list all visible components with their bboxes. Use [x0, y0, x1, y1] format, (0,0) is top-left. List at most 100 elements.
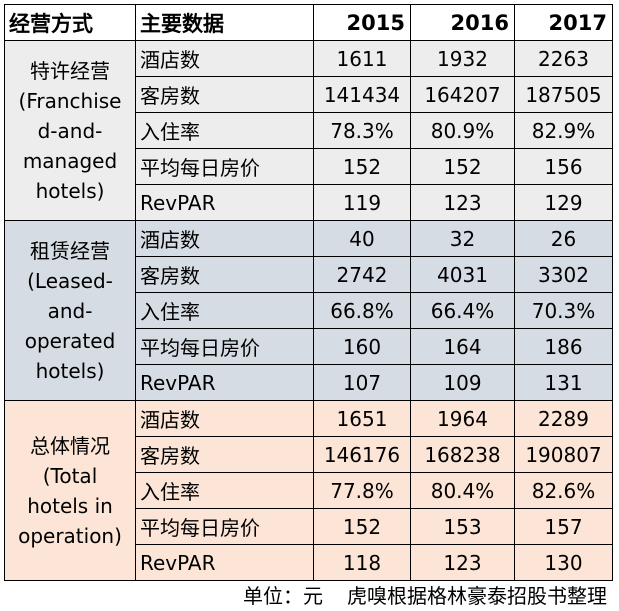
header-year-2017: 2017 [514, 4, 613, 41]
value-cell: 190807 [514, 436, 613, 473]
group-name-line: and- [47, 298, 93, 323]
value-cell: 164207 [410, 76, 515, 113]
value-cell: 78.3% [313, 112, 411, 149]
value-cell: 152 [313, 148, 411, 185]
value-cell: 70.3% [514, 292, 613, 329]
group-name-line: 租赁经营 [30, 238, 110, 263]
table-row: RevPAR 118 123 130 [5, 544, 613, 581]
group-name-line: hotels) [35, 178, 105, 203]
metric-label: RevPAR [135, 184, 314, 221]
metric-label: RevPAR [135, 544, 314, 581]
metric-label: 客房数 [135, 256, 314, 293]
metric-label: 入住率 [135, 292, 314, 329]
value-cell: 3302 [514, 256, 613, 293]
value-cell: 2742 [313, 256, 411, 293]
footnote: 单位：元 虎嗅根据格林豪泰招股书整理 [243, 580, 607, 609]
table-body: 特许经营 (Franchise d-and-managed hotels) 酒店数 161… [4, 40, 613, 581]
table-row: RevPAR 107 109 131 [5, 364, 613, 401]
value-cell: 1932 [410, 40, 515, 77]
value-cell: 168238 [410, 436, 515, 473]
table-row: 客房数 2742 4031 3302 [5, 256, 613, 293]
header-year-2015: 2015 [313, 4, 411, 41]
group-name-cell: 特许经营 (Franchise d-and-managed hotels) [4, 40, 136, 221]
value-cell: 146176 [313, 436, 411, 473]
header-main-data: 主要数据 [135, 4, 314, 41]
group-name-line: operated [24, 328, 116, 353]
metric-label: 平均每日房价 [135, 508, 314, 545]
metric-label: 酒店数 [135, 220, 314, 257]
metric-label: RevPAR [135, 364, 314, 401]
value-cell: 164 [410, 328, 515, 365]
group-name-line: managed [22, 148, 118, 173]
table-row: 平均每日房价 152 153 157 [5, 508, 613, 545]
value-cell: 1611 [313, 40, 411, 77]
value-cell: 77.8% [313, 472, 411, 509]
group-name-cell: 总体情况 (Total hotels in operation) [4, 400, 136, 581]
value-cell: 82.9% [514, 112, 613, 149]
value-cell: 152 [313, 508, 411, 545]
value-cell: 160 [313, 328, 411, 365]
value-cell: 32 [410, 220, 515, 257]
metric-label: 入住率 [135, 472, 314, 509]
metric-label: 客房数 [135, 436, 314, 473]
value-cell: 2289 [514, 400, 613, 437]
value-cell: 80.4% [410, 472, 515, 509]
group-name-line: 总体情况 [30, 433, 110, 458]
value-cell: 4031 [410, 256, 515, 293]
value-cell: 40 [313, 220, 411, 257]
value-cell: 1651 [313, 400, 411, 437]
table-row: 入住率 77.8% 80.4% 82.6% [5, 472, 613, 509]
header-operation-mode: 经营方式 [4, 4, 136, 41]
value-cell: 156 [514, 148, 613, 185]
value-cell: 141434 [313, 76, 411, 113]
value-cell: 157 [514, 508, 613, 545]
value-cell: 186 [514, 328, 613, 365]
header-row: 经营方式 主要数据 2015 2016 2017 [4, 4, 613, 41]
group-name-line: d-and- [37, 118, 103, 143]
value-cell: 1964 [410, 400, 515, 437]
value-cell: 119 [313, 184, 411, 221]
table-row: 入住率 66.8% 66.4% 70.3% [5, 292, 613, 329]
unit-note: 单位：元 [243, 584, 323, 608]
value-cell: 66.8% [313, 292, 411, 329]
value-cell: 109 [410, 364, 515, 401]
value-cell: 187505 [514, 76, 613, 113]
table-row: 总体情况 (Total hotels in operation) 酒店数 1651 1964… [4, 400, 613, 581]
group-name-line: (Total [42, 463, 98, 488]
group-name-line: (Franchise [18, 88, 122, 113]
source-note: 虎嗅根据格林豪泰招股书整理 [347, 584, 607, 608]
metric-label: 入住率 [135, 112, 314, 149]
table-row: 租赁经营 (Leased-and-operated hotels) 酒店数 40 32 26 [4, 220, 613, 401]
value-cell: 26 [514, 220, 613, 257]
value-cell: 123 [410, 184, 515, 221]
table-row: 入住率 78.3% 80.9% 82.9% [5, 112, 613, 149]
header-year-2016: 2016 [410, 4, 515, 41]
value-cell: 123 [410, 544, 515, 581]
group-name-line: hotels) [35, 358, 105, 383]
value-cell: 2263 [514, 40, 613, 77]
value-cell: 152 [410, 148, 515, 185]
table-row: 平均每日房价 160 164 186 [5, 328, 613, 365]
group-name-line: hotels in [27, 493, 113, 518]
metric-label: 平均每日房价 [135, 148, 314, 185]
metric-label: 客房数 [135, 76, 314, 113]
table-row: 平均每日房价 152 152 156 [5, 148, 613, 185]
group-name-line: operation) [18, 523, 122, 548]
group-name-line: (Leased- [27, 268, 113, 293]
value-cell: 80.9% [410, 112, 515, 149]
value-cell: 118 [313, 544, 411, 581]
table-row: 特许经营 (Franchise d-and-managed hotels) 酒店数 161… [4, 40, 613, 221]
table-row: 客房数 141434 164207 187505 [5, 76, 613, 113]
value-cell: 153 [410, 508, 515, 545]
value-cell: 66.4% [410, 292, 515, 329]
group-name-line: 特许经营 [30, 58, 110, 83]
hotel-operations-table: 经营方式 主要数据 2015 2016 2017 特许经营 (Franchise d… [4, 4, 613, 581]
metric-label: 酒店数 [135, 400, 314, 437]
value-cell: 107 [313, 364, 411, 401]
value-cell: 82.6% [514, 472, 613, 509]
value-cell: 129 [514, 184, 613, 221]
metric-label: 平均每日房价 [135, 328, 314, 365]
metric-label: 酒店数 [135, 40, 314, 77]
value-cell: 130 [514, 544, 613, 581]
value-cell: 131 [514, 364, 613, 401]
